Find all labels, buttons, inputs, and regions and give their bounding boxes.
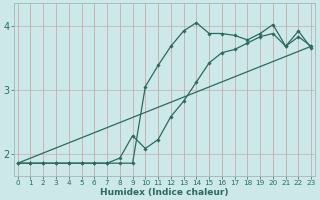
X-axis label: Humidex (Indice chaleur): Humidex (Indice chaleur) [100, 188, 229, 197]
